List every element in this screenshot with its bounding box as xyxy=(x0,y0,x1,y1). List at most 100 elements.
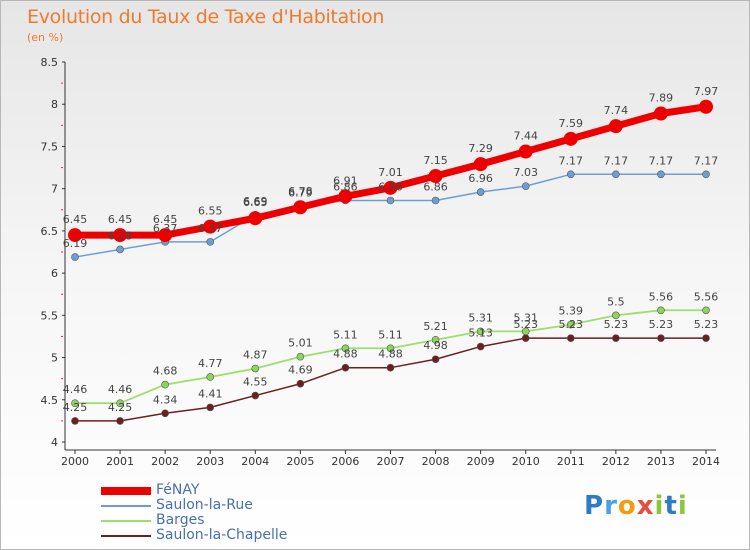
data-point-saulon-la-rue xyxy=(612,170,620,179)
data-label-f-nay: 6.45 xyxy=(108,213,133,226)
data-point-saulon-la-rue xyxy=(206,238,215,246)
data-point-saulon-la-chapelle xyxy=(206,403,215,412)
data-label-barges: 4.46 xyxy=(108,383,133,396)
data-label-saulon-la-rue: 7.17 xyxy=(649,154,674,167)
x-tick-label: 2010 xyxy=(512,455,540,468)
x-tick-label: 2012 xyxy=(602,455,630,468)
data-label-f-nay: 7.15 xyxy=(423,154,448,167)
data-point-saulon-la-chapelle xyxy=(612,334,620,342)
y-tick-label: 8 xyxy=(51,98,58,111)
legend-swatch-saulon-la-chapelle xyxy=(101,535,151,537)
data-label-f-nay: 7.01 xyxy=(378,166,403,179)
data-point-barges xyxy=(431,336,440,344)
legend-label-saulon-la-chapelle: Saulon-la-Chapelle xyxy=(156,527,288,543)
logo-letter: x xyxy=(636,491,655,521)
data-point-barges xyxy=(657,306,665,315)
x-tick-label: 2000 xyxy=(61,455,89,468)
data-point-saulon-la-chapelle xyxy=(161,409,169,418)
x-tick-label: 2005 xyxy=(286,455,314,468)
data-point-f-nay xyxy=(653,106,668,121)
data-point-saulon-la-rue xyxy=(566,170,575,179)
data-label-barges: 5.56 xyxy=(694,290,719,303)
x-tick-label: 2002 xyxy=(151,455,179,468)
data-label-f-nay: 6.45 xyxy=(153,213,178,226)
data-label-barges: 5.56 xyxy=(649,290,674,303)
data-label-saulon-la-rue: 6.19 xyxy=(63,237,88,250)
logo-letter: i xyxy=(677,491,688,521)
data-label-f-nay: 7.44 xyxy=(513,130,538,143)
data-label-saulon-la-chapelle: 4.88 xyxy=(333,348,358,361)
data-point-f-nay xyxy=(563,131,578,146)
data-label-saulon-la-chapelle: 4.25 xyxy=(63,401,88,414)
data-label-saulon-la-chapelle: 5.13 xyxy=(468,327,493,340)
data-label-barges: 5.31 xyxy=(513,311,538,324)
data-point-f-nay xyxy=(248,211,263,226)
legend-item-saulon-la-rue: Saulon-la-Rue xyxy=(101,497,361,513)
data-label-saulon-la-rue: 6.69 xyxy=(243,195,268,208)
data-point-saulon-la-rue xyxy=(702,170,710,179)
data-point-barges xyxy=(116,399,124,407)
data-label-saulon-la-rue: 7.03 xyxy=(513,166,538,179)
data-point-saulon-la-chapelle xyxy=(116,417,124,425)
data-label-saulon-la-chapelle: 4.41 xyxy=(198,387,223,400)
data-point-saulon-la-rue xyxy=(71,253,79,261)
data-label-saulon-la-rue: 6.86 xyxy=(378,180,403,193)
data-point-saulon-la-chapelle xyxy=(521,334,530,342)
data-point-f-nay xyxy=(293,200,308,215)
data-label-saulon-la-rue: 6.86 xyxy=(333,180,358,193)
x-tick-label: 2013 xyxy=(647,455,675,468)
data-point-saulon-la-chapelle xyxy=(476,342,485,351)
data-label-saulon-la-chapelle: 4.98 xyxy=(423,339,448,352)
data-point-saulon-la-chapelle xyxy=(296,379,305,388)
chart-subtitle: (en %) xyxy=(27,31,64,44)
data-point-saulon-la-rue xyxy=(521,182,530,190)
data-label-barges: 5.01 xyxy=(288,337,313,350)
data-label-saulon-la-chapelle: 4.34 xyxy=(153,393,178,406)
legend-item-fenay: FéNAY xyxy=(101,482,361,498)
legend-label-barges: Barges xyxy=(156,512,205,528)
data-label-barges: 4.87 xyxy=(243,349,268,362)
x-tick-label: 2006 xyxy=(331,455,359,468)
data-label-saulon-la-chapelle: 4.25 xyxy=(108,401,133,414)
data-point-saulon-la-rue xyxy=(657,170,665,179)
logo-letter: P xyxy=(584,491,605,521)
data-point-saulon-la-rue xyxy=(431,196,440,205)
data-point-f-nay xyxy=(113,228,128,243)
x-tick-label: 2014 xyxy=(692,455,720,468)
x-tick-label: 2001 xyxy=(106,455,134,468)
data-point-f-nay xyxy=(699,99,713,114)
logo-letter: i xyxy=(654,491,665,521)
x-tick-label: 2008 xyxy=(422,455,450,468)
data-label-saulon-la-chapelle: 5.23 xyxy=(559,318,584,331)
data-label-barges: 5.11 xyxy=(333,328,358,341)
legend-swatch-barges xyxy=(101,520,151,522)
data-label-f-nay: 7.29 xyxy=(468,142,493,155)
y-tick-label: 6 xyxy=(51,267,58,280)
data-label-saulon-la-rue: 7.17 xyxy=(604,154,629,167)
data-point-barges xyxy=(566,320,575,329)
data-point-saulon-la-rue xyxy=(116,245,124,254)
data-point-saulon-la-chapelle xyxy=(71,417,79,425)
data-label-barges: 5.31 xyxy=(468,311,493,324)
data-label-saulon-la-rue: 6.28 xyxy=(108,229,133,242)
legend-item-barges: Barges xyxy=(101,512,361,528)
data-point-barges xyxy=(702,306,710,315)
data-label-f-nay: 6.78 xyxy=(288,185,313,198)
data-point-f-nay xyxy=(383,180,398,195)
data-label-f-nay: 7.97 xyxy=(694,85,719,98)
data-point-barges xyxy=(71,399,79,407)
data-point-saulon-la-chapelle xyxy=(566,334,575,342)
data-label-f-nay: 6.45 xyxy=(63,213,88,226)
data-point-saulon-la-chapelle xyxy=(702,334,710,342)
data-point-saulon-la-chapelle xyxy=(386,363,395,372)
data-label-saulon-la-rue: 6.79 xyxy=(288,186,313,199)
data-label-saulon-la-rue: 6.37 xyxy=(153,222,178,235)
data-label-f-nay: 7.89 xyxy=(649,92,674,105)
proxiti-logo: Proxiti xyxy=(584,491,688,521)
y-tick-label: 8.5 xyxy=(41,56,59,69)
data-label-barges: 4.68 xyxy=(153,365,178,378)
data-label-barges: 4.77 xyxy=(198,357,223,370)
data-label-barges: 5.21 xyxy=(423,320,448,333)
data-label-saulon-la-chapelle: 5.23 xyxy=(694,318,719,331)
